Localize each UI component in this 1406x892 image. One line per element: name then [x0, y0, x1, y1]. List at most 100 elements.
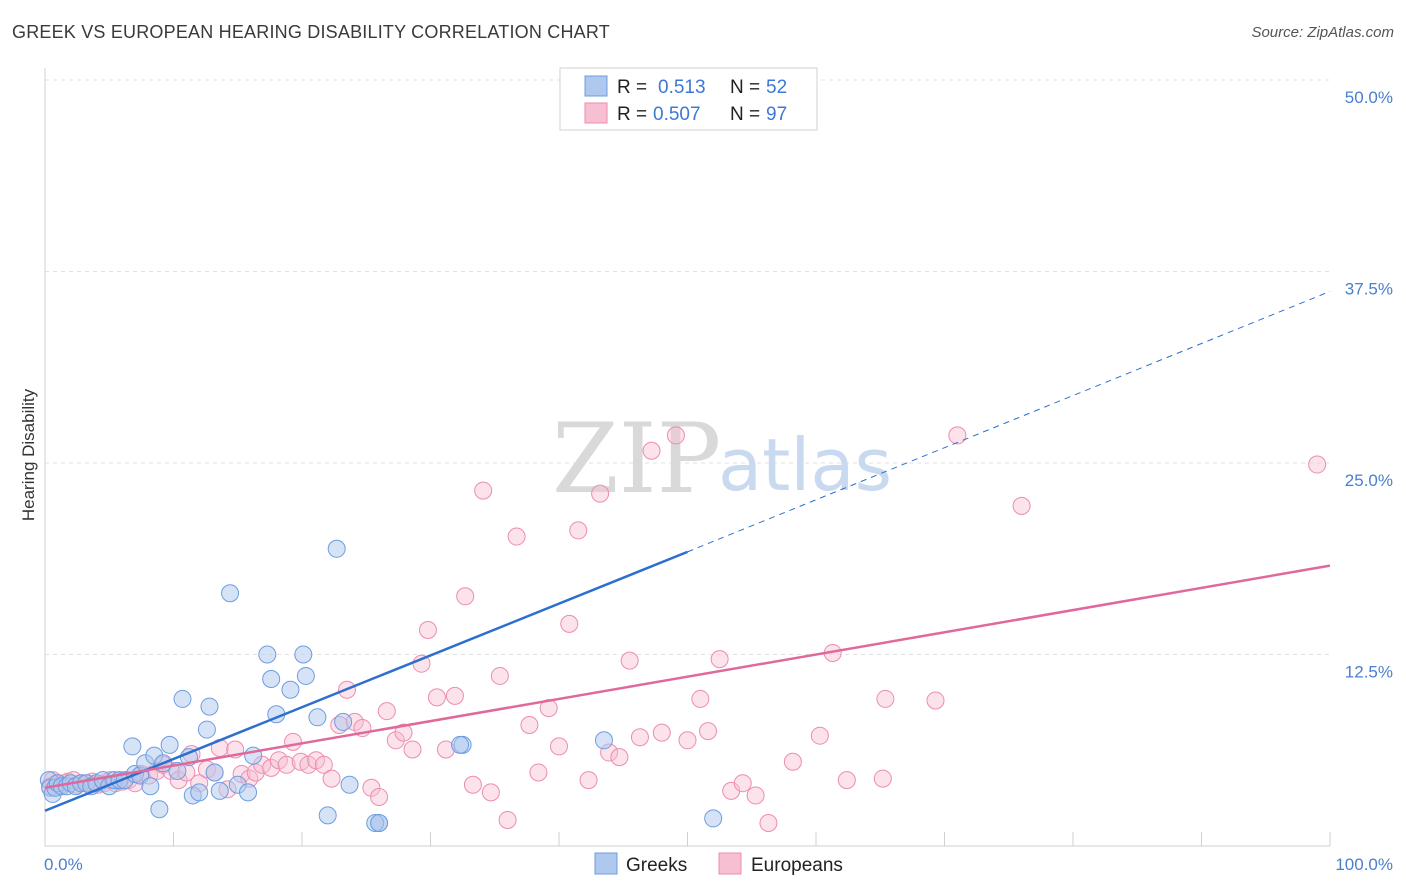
bottom-legend-swatch-europeans — [718, 852, 742, 875]
europeans-point-88 — [746, 786, 765, 805]
legend-box: R = 0.513 N = 52 R = 0.507 N = 97 — [559, 67, 818, 131]
europeans-point-66 — [507, 527, 526, 546]
greeks-point-55 — [704, 809, 723, 828]
y-tick-label-0: 12.5% — [1345, 663, 1393, 682]
europeans-point-87 — [733, 774, 752, 793]
y-tick-label-3: 50.0% — [1345, 88, 1393, 107]
europeans-point-94 — [873, 769, 892, 788]
europeans-point-38 — [277, 755, 296, 774]
x-tick-label-1: 100.0% — [1335, 855, 1393, 874]
europeans-point-90 — [783, 752, 802, 771]
europeans-point-54 — [403, 740, 422, 759]
greeks-point-36 — [221, 584, 240, 603]
legend-n-value-greeks: 52 — [766, 77, 787, 98]
europeans-point-81 — [666, 426, 685, 445]
greeks-point-56 — [451, 735, 470, 754]
europeans-point-99 — [876, 689, 895, 708]
bottom-legend: Greeks Europeans — [594, 852, 843, 876]
greeks-point-54 — [594, 731, 613, 750]
bottom-legend-swatch-greeks — [594, 852, 618, 875]
europeans-point-71 — [560, 614, 579, 633]
europeans-point-91 — [810, 726, 829, 745]
europeans-point-68 — [529, 763, 548, 782]
y-tick-label-1: 25.0% — [1345, 471, 1393, 490]
y-axis-label: Hearing Disability — [19, 388, 38, 521]
europeans-point-51 — [377, 702, 396, 721]
watermark-atlas: atlas — [718, 423, 892, 507]
legend-r-value-greeks: 0.513 — [658, 77, 706, 98]
greeks-trend-line — [44, 550, 688, 812]
europeans-point-98 — [1012, 496, 1031, 515]
chart-source: Source: ZipAtlas.com — [1251, 24, 1394, 41]
europeans-point-72 — [569, 521, 588, 540]
europeans-point-67 — [520, 715, 539, 734]
legend-swatch-europeans — [584, 102, 608, 124]
greeks-point-41 — [262, 670, 281, 689]
greeks-trend-extension — [687, 290, 1331, 553]
greeks-point-46 — [308, 708, 327, 727]
europeans-point-52 — [386, 731, 405, 750]
greeks-point-31 — [190, 783, 209, 802]
europeans-point-65 — [498, 810, 517, 829]
greeks-point-38 — [239, 783, 258, 802]
europeans-point-61 — [463, 775, 482, 794]
europeans-point-36 — [262, 758, 281, 777]
greeks-point-18 — [123, 737, 142, 756]
trend-lines — [44, 290, 1331, 812]
greeks-point-45 — [296, 666, 315, 685]
europeans-point-53 — [394, 723, 413, 742]
europeans-point-62 — [474, 481, 493, 500]
x-tick-labels: 0.0% 100.0% — [44, 855, 1393, 874]
greeks-point-40 — [258, 645, 277, 664]
europeans-point-89 — [759, 814, 778, 833]
watermark: ZIP atlas — [552, 403, 892, 515]
legend-n-value-europeans: 97 — [766, 104, 787, 125]
greeks-point-47 — [318, 806, 337, 825]
y-tick-label-2: 37.5% — [1345, 280, 1393, 299]
europeans-point-44 — [322, 769, 341, 788]
axes — [44, 68, 1331, 847]
greeks-point-26 — [160, 735, 179, 754]
europeans-point-49 — [362, 778, 381, 797]
europeans-point-73 — [579, 771, 598, 790]
legend-r-value-europeans: 0.507 — [653, 104, 701, 125]
legend-n-label-europeans: N = — [730, 104, 760, 125]
greeks-point-35 — [210, 781, 229, 800]
europeans-point-79 — [642, 441, 661, 460]
europeans-point-97 — [1308, 455, 1327, 474]
europeans-point-78 — [630, 728, 649, 747]
greeks-point-50 — [340, 775, 359, 794]
bottom-legend-label-europeans: Europeans — [751, 855, 843, 876]
bottom-legend-label-greeks: Greeks — [626, 855, 687, 876]
europeans-point-85 — [710, 650, 729, 669]
greeks-point-22 — [141, 777, 160, 796]
europeans-points — [41, 426, 1327, 833]
europeans-point-96 — [948, 426, 967, 445]
europeans-point-39 — [284, 732, 303, 751]
europeans-point-83 — [691, 689, 710, 708]
europeans-point-70 — [550, 737, 568, 756]
greeks-points — [39, 539, 723, 833]
europeans-point-82 — [678, 731, 697, 750]
europeans-point-77 — [620, 651, 639, 670]
europeans-point-56 — [418, 620, 437, 639]
chart-title: GREEK VS EUROPEAN HEARING DISABILITY COR… — [12, 22, 610, 42]
europeans-point-43 — [314, 755, 333, 774]
legend-r-label-greeks: R = — [617, 77, 647, 98]
europeans-point-60 — [456, 587, 475, 606]
europeans-point-59 — [445, 686, 464, 705]
greeks-point-43 — [281, 680, 300, 699]
europeans-point-50 — [370, 787, 389, 806]
greeks-point-24 — [150, 800, 169, 819]
legend-swatch-greeks — [584, 75, 608, 97]
europeans-point-76 — [610, 748, 629, 767]
europeans-point-57 — [427, 688, 446, 707]
legend-r-label-europeans: R = — [617, 104, 647, 125]
greeks-point-49 — [334, 712, 353, 731]
europeans-point-63 — [481, 783, 500, 802]
legend-n-label-greeks: N = — [730, 77, 760, 98]
greeks-point-48 — [327, 539, 346, 558]
europeans-point-74 — [591, 484, 610, 503]
x-tick-label-0: 0.0% — [44, 855, 83, 874]
y-tick-labels: 12.5% 25.0% 37.5% 50.0% — [1345, 88, 1393, 682]
